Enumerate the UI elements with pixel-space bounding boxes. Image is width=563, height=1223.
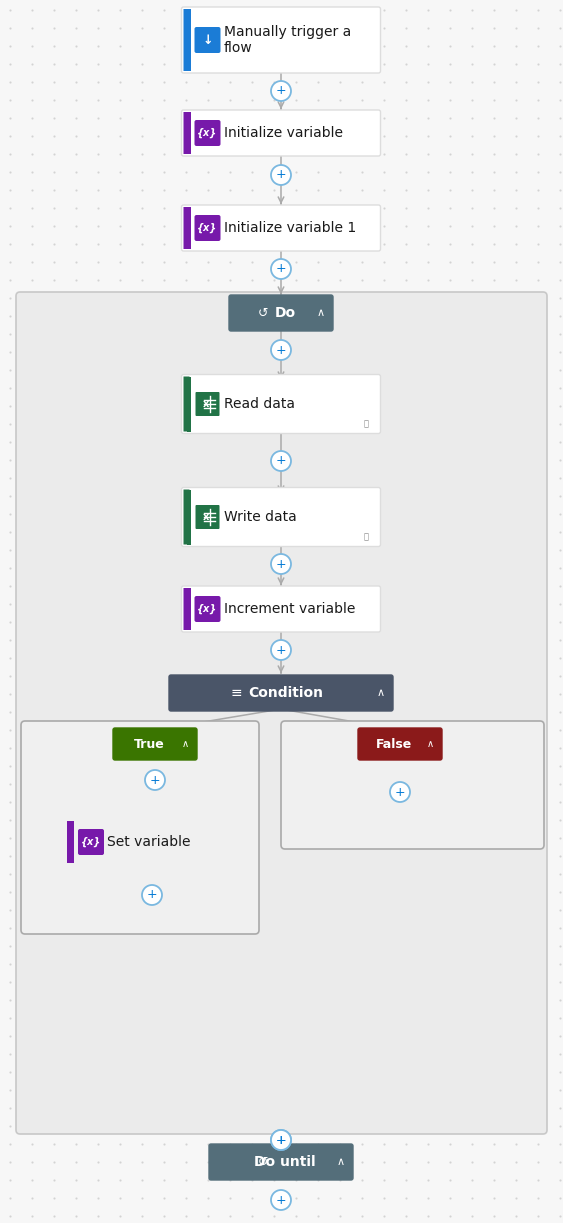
Text: +: + bbox=[276, 344, 287, 356]
FancyBboxPatch shape bbox=[67, 821, 73, 863]
Text: Do until: Do until bbox=[254, 1155, 316, 1169]
FancyBboxPatch shape bbox=[195, 393, 220, 416]
Circle shape bbox=[271, 640, 291, 660]
Text: {x}: {x} bbox=[198, 223, 218, 234]
Text: +: + bbox=[276, 558, 287, 570]
FancyBboxPatch shape bbox=[184, 9, 190, 71]
Text: +: + bbox=[276, 169, 287, 181]
Text: True: True bbox=[133, 737, 164, 751]
Text: +: + bbox=[276, 1134, 287, 1146]
Text: Increment variable: Increment variable bbox=[224, 602, 355, 616]
FancyBboxPatch shape bbox=[209, 1144, 353, 1180]
Text: Initialize variable 1: Initialize variable 1 bbox=[224, 221, 356, 235]
Text: Do: Do bbox=[274, 306, 296, 320]
FancyBboxPatch shape bbox=[181, 205, 381, 251]
Text: x: x bbox=[202, 512, 209, 522]
Text: ∧: ∧ bbox=[337, 1157, 345, 1167]
Text: x: x bbox=[202, 399, 209, 408]
Text: ↓: ↓ bbox=[202, 34, 213, 48]
Text: Manually trigger a
flow: Manually trigger a flow bbox=[224, 24, 351, 55]
Bar bbox=[186, 588, 190, 630]
Text: {x}: {x} bbox=[198, 604, 218, 614]
Text: {x}: {x} bbox=[81, 837, 101, 848]
Text: +: + bbox=[150, 773, 160, 786]
FancyBboxPatch shape bbox=[181, 374, 381, 433]
Text: +: + bbox=[395, 785, 405, 799]
Text: +: + bbox=[276, 455, 287, 467]
Text: Write data: Write data bbox=[224, 510, 296, 523]
FancyBboxPatch shape bbox=[184, 113, 190, 154]
Text: ∧: ∧ bbox=[181, 739, 189, 748]
Text: Condition: Condition bbox=[248, 686, 324, 700]
Text: Read data: Read data bbox=[224, 397, 294, 411]
Circle shape bbox=[390, 781, 410, 802]
Text: ⛓: ⛓ bbox=[364, 532, 369, 541]
FancyBboxPatch shape bbox=[195, 505, 220, 530]
Text: {x}: {x} bbox=[198, 128, 218, 138]
FancyBboxPatch shape bbox=[194, 27, 221, 53]
Bar bbox=[70, 821, 74, 863]
Bar bbox=[186, 113, 190, 154]
FancyBboxPatch shape bbox=[113, 728, 197, 759]
Text: +: + bbox=[147, 888, 157, 901]
FancyBboxPatch shape bbox=[65, 819, 239, 865]
FancyBboxPatch shape bbox=[181, 586, 381, 632]
Circle shape bbox=[271, 165, 291, 185]
Text: +: + bbox=[276, 1134, 287, 1146]
FancyBboxPatch shape bbox=[194, 215, 221, 241]
Text: False: False bbox=[376, 737, 412, 751]
Bar bbox=[186, 9, 190, 71]
FancyBboxPatch shape bbox=[194, 596, 221, 623]
Text: Initialize variable: Initialize variable bbox=[224, 126, 342, 139]
FancyBboxPatch shape bbox=[184, 377, 190, 432]
FancyBboxPatch shape bbox=[184, 588, 190, 630]
Text: Set variable: Set variable bbox=[107, 835, 190, 849]
Text: ↺: ↺ bbox=[258, 1156, 268, 1168]
Text: ↺: ↺ bbox=[258, 307, 268, 319]
FancyBboxPatch shape bbox=[181, 110, 381, 157]
FancyBboxPatch shape bbox=[184, 489, 190, 544]
Text: ⛓: ⛓ bbox=[364, 419, 369, 428]
FancyBboxPatch shape bbox=[358, 728, 442, 759]
Text: ≡: ≡ bbox=[230, 686, 242, 700]
Text: +: + bbox=[276, 643, 287, 657]
Circle shape bbox=[271, 81, 291, 102]
FancyBboxPatch shape bbox=[184, 207, 190, 249]
FancyBboxPatch shape bbox=[281, 722, 544, 849]
Text: +: + bbox=[276, 263, 287, 275]
FancyBboxPatch shape bbox=[194, 120, 221, 146]
Text: ∧: ∧ bbox=[377, 689, 385, 698]
Circle shape bbox=[271, 1190, 291, 1210]
Circle shape bbox=[271, 259, 291, 279]
Text: ∧: ∧ bbox=[426, 739, 434, 748]
FancyBboxPatch shape bbox=[229, 295, 333, 331]
FancyBboxPatch shape bbox=[16, 292, 547, 1134]
Circle shape bbox=[271, 1130, 291, 1150]
Circle shape bbox=[271, 340, 291, 360]
Circle shape bbox=[145, 770, 165, 790]
FancyBboxPatch shape bbox=[21, 722, 259, 934]
Circle shape bbox=[271, 1130, 291, 1150]
FancyBboxPatch shape bbox=[181, 7, 381, 73]
Text: ∧: ∧ bbox=[317, 308, 325, 318]
FancyBboxPatch shape bbox=[181, 488, 381, 547]
FancyBboxPatch shape bbox=[78, 829, 104, 855]
Circle shape bbox=[271, 554, 291, 574]
FancyBboxPatch shape bbox=[169, 675, 393, 711]
Bar bbox=[186, 207, 190, 249]
Bar bbox=[186, 489, 190, 544]
Circle shape bbox=[271, 451, 291, 471]
Text: +: + bbox=[276, 1194, 287, 1207]
Bar bbox=[186, 377, 190, 432]
Text: +: + bbox=[276, 84, 287, 98]
Circle shape bbox=[142, 885, 162, 905]
